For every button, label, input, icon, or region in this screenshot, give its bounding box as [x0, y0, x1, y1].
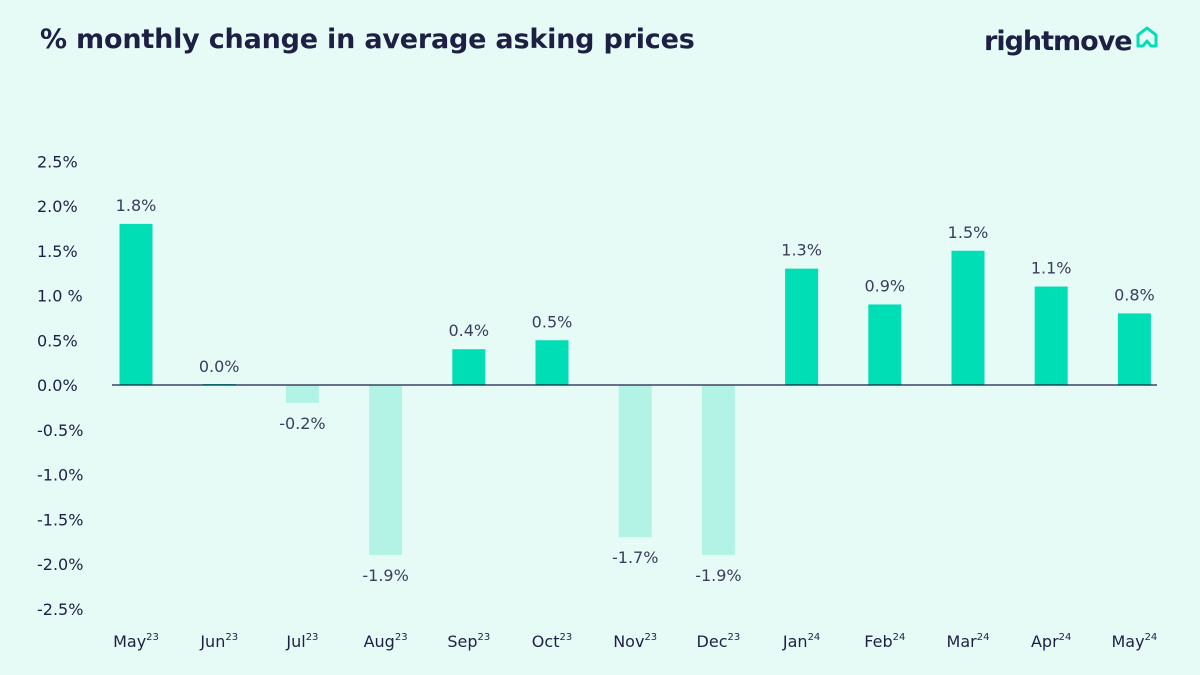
- x-tick-label: Jul23: [285, 632, 318, 651]
- y-tick-label: 0.5%: [37, 331, 78, 350]
- x-tick-label: May24: [1111, 632, 1157, 651]
- x-tick-label: Aug23: [364, 632, 408, 651]
- data-label: 1.3%: [781, 241, 822, 260]
- x-tick-label: Apr24: [1031, 632, 1071, 651]
- y-tick-label: 0.0%: [37, 376, 78, 395]
- bar-nov-23: [618, 385, 652, 538]
- bar-may-23: [119, 223, 153, 385]
- x-tick-label: Nov23: [613, 632, 657, 651]
- x-tick-label: Dec23: [697, 632, 741, 651]
- bar-sep-23: [452, 349, 486, 385]
- brand-name: rightmove: [984, 26, 1133, 57]
- x-tick-label: Feb24: [864, 632, 905, 651]
- y-tick-label: -0.5%: [37, 421, 83, 440]
- y-tick-label: 1.0 %: [37, 287, 83, 306]
- x-tick-label: Oct23: [532, 632, 572, 651]
- data-label: 1.8%: [116, 196, 157, 215]
- house-outline-icon: [1136, 26, 1158, 48]
- y-tick-label: 2.0%: [37, 197, 78, 216]
- x-tick-label: Mar24: [947, 632, 990, 651]
- bar-mar-24: [951, 250, 985, 385]
- x-tick-label: May23: [113, 632, 159, 651]
- data-label: 1.1%: [1031, 259, 1072, 278]
- bar-apr-24: [1034, 286, 1068, 385]
- data-label: -1.9%: [362, 566, 408, 585]
- bar-aug-23: [369, 385, 403, 556]
- bar-feb-24: [868, 304, 902, 385]
- data-label: 0.8%: [1114, 285, 1155, 304]
- chart-title: % monthly change in average asking price…: [40, 24, 695, 55]
- bar-dec-23: [701, 385, 735, 556]
- data-label: 1.5%: [948, 223, 989, 242]
- bar-oct-23: [535, 340, 569, 385]
- bar-jul-23: [285, 385, 319, 403]
- data-label: 0.5%: [532, 312, 573, 331]
- data-label: -1.7%: [612, 548, 658, 567]
- data-label: 0.9%: [864, 276, 905, 295]
- brand-logo: rightmove: [984, 24, 1160, 60]
- y-tick-label: -1.5%: [37, 510, 83, 529]
- y-tick-label: -2.5%: [37, 600, 83, 619]
- data-label: 0.0%: [199, 357, 240, 376]
- bar-jan-24: [785, 268, 819, 385]
- data-label: -1.9%: [695, 566, 741, 585]
- x-tick-label: Jan24: [782, 632, 820, 651]
- y-tick-label: 1.5%: [37, 242, 78, 261]
- y-tick-label: -1.0%: [37, 466, 83, 485]
- x-tick-label: Sep23: [447, 632, 490, 651]
- x-tick-label: Jun23: [199, 632, 238, 651]
- y-tick-label: 2.5%: [37, 152, 78, 171]
- bar-may-24: [1117, 313, 1151, 385]
- data-label: 0.4%: [448, 321, 489, 340]
- data-label: -0.2%: [279, 414, 325, 433]
- y-tick-label: -2.0%: [37, 555, 83, 574]
